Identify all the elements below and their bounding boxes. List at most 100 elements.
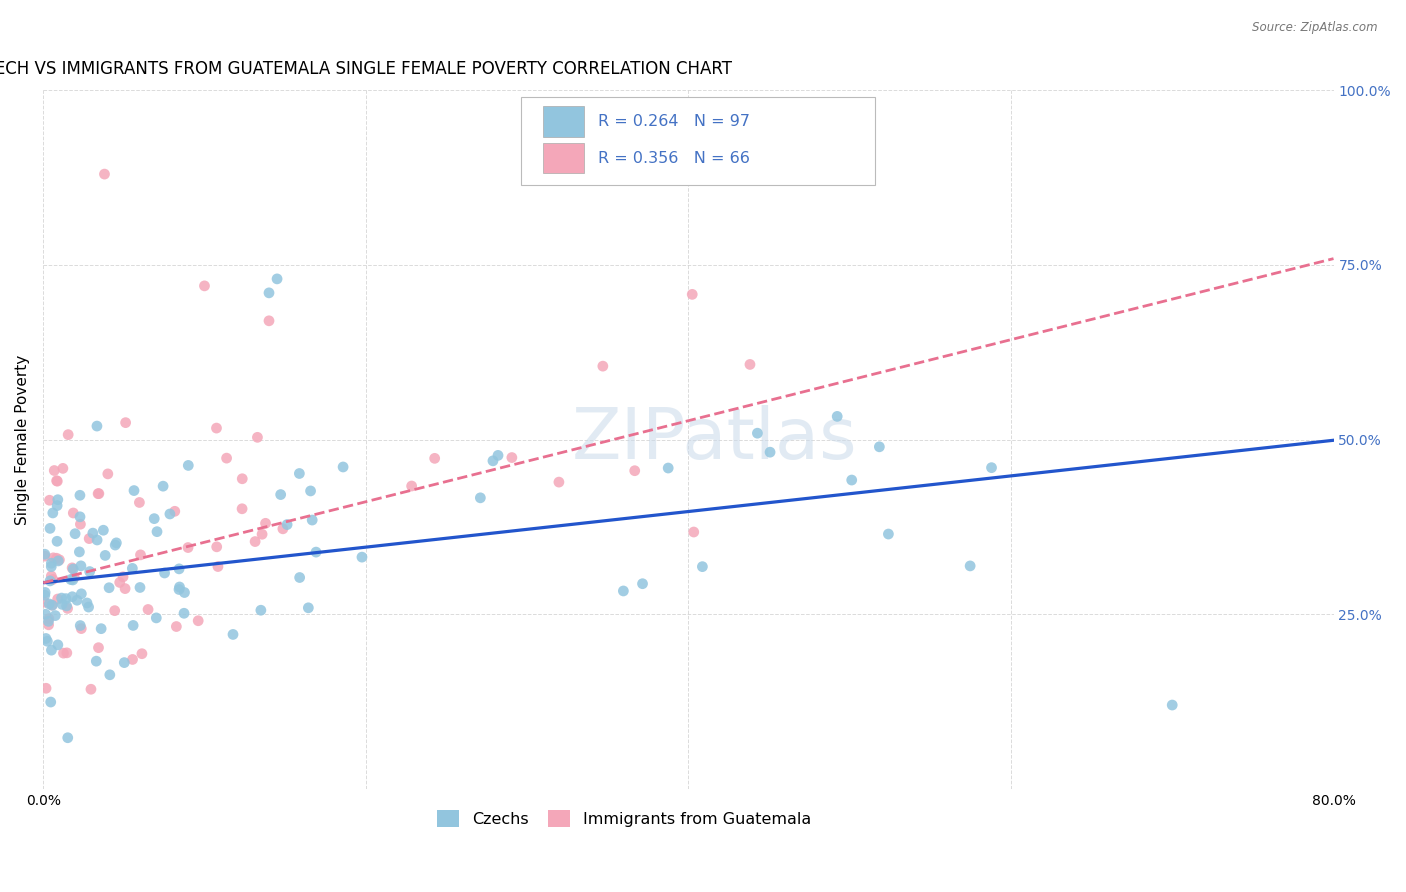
Point bbox=[288, 467, 311, 481]
Point bbox=[93, 167, 115, 181]
Point bbox=[105, 536, 128, 550]
Point bbox=[46, 592, 69, 607]
Point bbox=[215, 451, 238, 466]
Point bbox=[87, 486, 110, 500]
Point bbox=[243, 534, 266, 549]
Point bbox=[165, 619, 187, 633]
Point bbox=[173, 607, 195, 621]
Point bbox=[207, 559, 229, 574]
Point bbox=[257, 285, 280, 300]
Point bbox=[34, 607, 56, 622]
Point bbox=[60, 590, 83, 604]
Point bbox=[34, 588, 56, 602]
Point bbox=[63, 526, 86, 541]
Point bbox=[84, 654, 107, 668]
Point bbox=[55, 591, 77, 606]
Point bbox=[759, 445, 782, 459]
Point bbox=[129, 581, 152, 595]
Point bbox=[129, 548, 152, 562]
Point bbox=[350, 550, 373, 565]
FancyBboxPatch shape bbox=[543, 143, 583, 173]
Point bbox=[299, 483, 322, 498]
Point bbox=[297, 600, 319, 615]
Point bbox=[56, 601, 79, 615]
Point bbox=[136, 602, 159, 616]
Point bbox=[548, 475, 571, 489]
FancyBboxPatch shape bbox=[543, 106, 583, 137]
Point bbox=[825, 409, 848, 424]
Point bbox=[82, 526, 104, 541]
Point bbox=[42, 506, 65, 520]
Point bbox=[62, 573, 84, 587]
Point bbox=[66, 593, 89, 607]
Point bbox=[112, 570, 135, 584]
Point bbox=[231, 472, 253, 486]
Legend: Czechs, Immigrants from Guatemala: Czechs, Immigrants from Guatemala bbox=[430, 804, 817, 833]
Point bbox=[69, 488, 91, 502]
Point bbox=[38, 612, 60, 626]
Point bbox=[131, 647, 153, 661]
Point bbox=[42, 550, 65, 565]
Point bbox=[69, 509, 91, 524]
Point bbox=[501, 450, 523, 465]
Point bbox=[79, 565, 101, 579]
Point bbox=[205, 540, 228, 554]
Point bbox=[288, 570, 311, 584]
Point bbox=[980, 460, 1002, 475]
Point bbox=[52, 646, 75, 660]
Point bbox=[56, 646, 79, 660]
FancyBboxPatch shape bbox=[520, 97, 876, 185]
Point bbox=[122, 483, 145, 498]
Point bbox=[682, 524, 704, 539]
Point bbox=[94, 549, 117, 563]
Text: R = 0.356   N = 66: R = 0.356 N = 66 bbox=[598, 151, 749, 166]
Text: ZIPatlas: ZIPatlas bbox=[571, 405, 858, 474]
Point bbox=[187, 614, 209, 628]
Point bbox=[86, 419, 108, 434]
Point bbox=[45, 551, 67, 566]
Point bbox=[39, 574, 62, 588]
Point bbox=[631, 576, 654, 591]
Point bbox=[301, 513, 323, 527]
Point bbox=[121, 652, 143, 666]
Point bbox=[146, 524, 169, 539]
Point bbox=[93, 523, 115, 537]
Point bbox=[877, 527, 900, 541]
Point bbox=[46, 499, 69, 513]
Point bbox=[39, 521, 62, 535]
Point bbox=[108, 575, 131, 590]
Point bbox=[104, 538, 127, 552]
Point bbox=[167, 562, 190, 576]
Point bbox=[193, 278, 215, 293]
Point bbox=[692, 559, 714, 574]
Point bbox=[163, 504, 186, 518]
Point bbox=[128, 495, 150, 509]
Point bbox=[177, 541, 200, 555]
Point bbox=[59, 573, 82, 587]
Point bbox=[48, 553, 70, 567]
Point bbox=[55, 599, 77, 613]
Text: CZECH VS IMMIGRANTS FROM GUATEMALA SINGLE FEMALE POVERTY CORRELATION CHART: CZECH VS IMMIGRANTS FROM GUATEMALA SINGL… bbox=[0, 60, 733, 78]
Point bbox=[41, 599, 63, 613]
Point bbox=[34, 549, 56, 563]
Point bbox=[80, 682, 103, 697]
Point bbox=[257, 314, 280, 328]
Point bbox=[959, 558, 981, 573]
Point bbox=[159, 507, 181, 521]
Point bbox=[44, 608, 66, 623]
Point bbox=[276, 517, 298, 532]
Point bbox=[69, 618, 91, 632]
Point bbox=[841, 473, 863, 487]
Point bbox=[38, 597, 60, 611]
Point bbox=[423, 451, 446, 466]
Point bbox=[77, 600, 100, 615]
Point bbox=[45, 474, 67, 488]
Point bbox=[98, 581, 121, 595]
Point bbox=[70, 558, 93, 573]
Point bbox=[51, 598, 73, 612]
Point bbox=[39, 695, 62, 709]
Point bbox=[153, 566, 176, 580]
Point bbox=[46, 492, 69, 507]
Point bbox=[46, 474, 69, 488]
Point bbox=[39, 569, 62, 583]
